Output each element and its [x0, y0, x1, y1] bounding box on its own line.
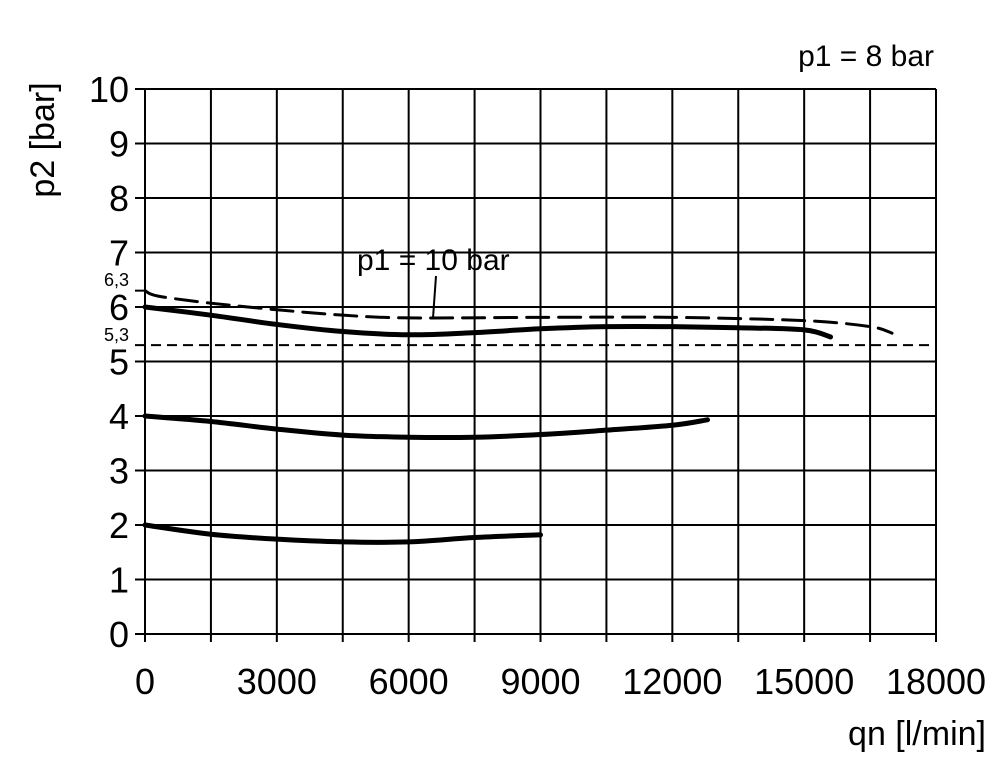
y-tick-label: 0 — [109, 614, 129, 655]
ref-label-high: 6,3 — [104, 270, 129, 290]
x-tick-label: 0 — [135, 661, 155, 702]
dashed-curve-leader — [432, 275, 437, 319]
y-tick-label: 1 — [109, 560, 129, 601]
dashed-curve-label: p1 = 10 bar — [357, 244, 510, 277]
series-line — [142, 304, 834, 340]
series-line — [142, 413, 710, 441]
y-tick-label: 8 — [109, 178, 129, 219]
x-tick-label: 12000 — [622, 661, 722, 702]
ref-label-low: 5,3 — [104, 325, 129, 345]
x-tick-label: 3000 — [237, 661, 317, 702]
series-line-dashed — [143, 289, 894, 335]
y-tick-labels: 0 1 2 3 4 5 6 7 8 9 10 — [89, 69, 129, 655]
x-tick-label: 18000 — [886, 661, 986, 702]
y-tick-label: 7 — [109, 233, 129, 274]
series-lines — [142, 289, 894, 545]
x-axis-label: qn [l/min] — [848, 715, 986, 753]
series-line — [142, 522, 543, 545]
y-tick-label: 3 — [109, 451, 129, 492]
x-tick-label: 15000 — [754, 661, 854, 702]
x-tick-labels: 0 3000 6000 9000 12000 15000 18000 — [135, 661, 986, 702]
y-tick-label: 5 — [109, 342, 129, 383]
condition-label: p1 = 8 bar — [798, 40, 934, 73]
y-tick-label: 9 — [109, 124, 129, 165]
y-tick-label: 6 — [109, 287, 129, 328]
grid — [135, 88, 937, 642]
x-tick-label: 9000 — [500, 661, 580, 702]
y-axis-label: p2 [bar] — [24, 82, 62, 197]
y-tick-label: 2 — [109, 505, 129, 546]
y-tick-label: 4 — [109, 396, 129, 437]
y-tick-label: 10 — [89, 69, 129, 110]
x-tick-label: 6000 — [369, 661, 449, 702]
